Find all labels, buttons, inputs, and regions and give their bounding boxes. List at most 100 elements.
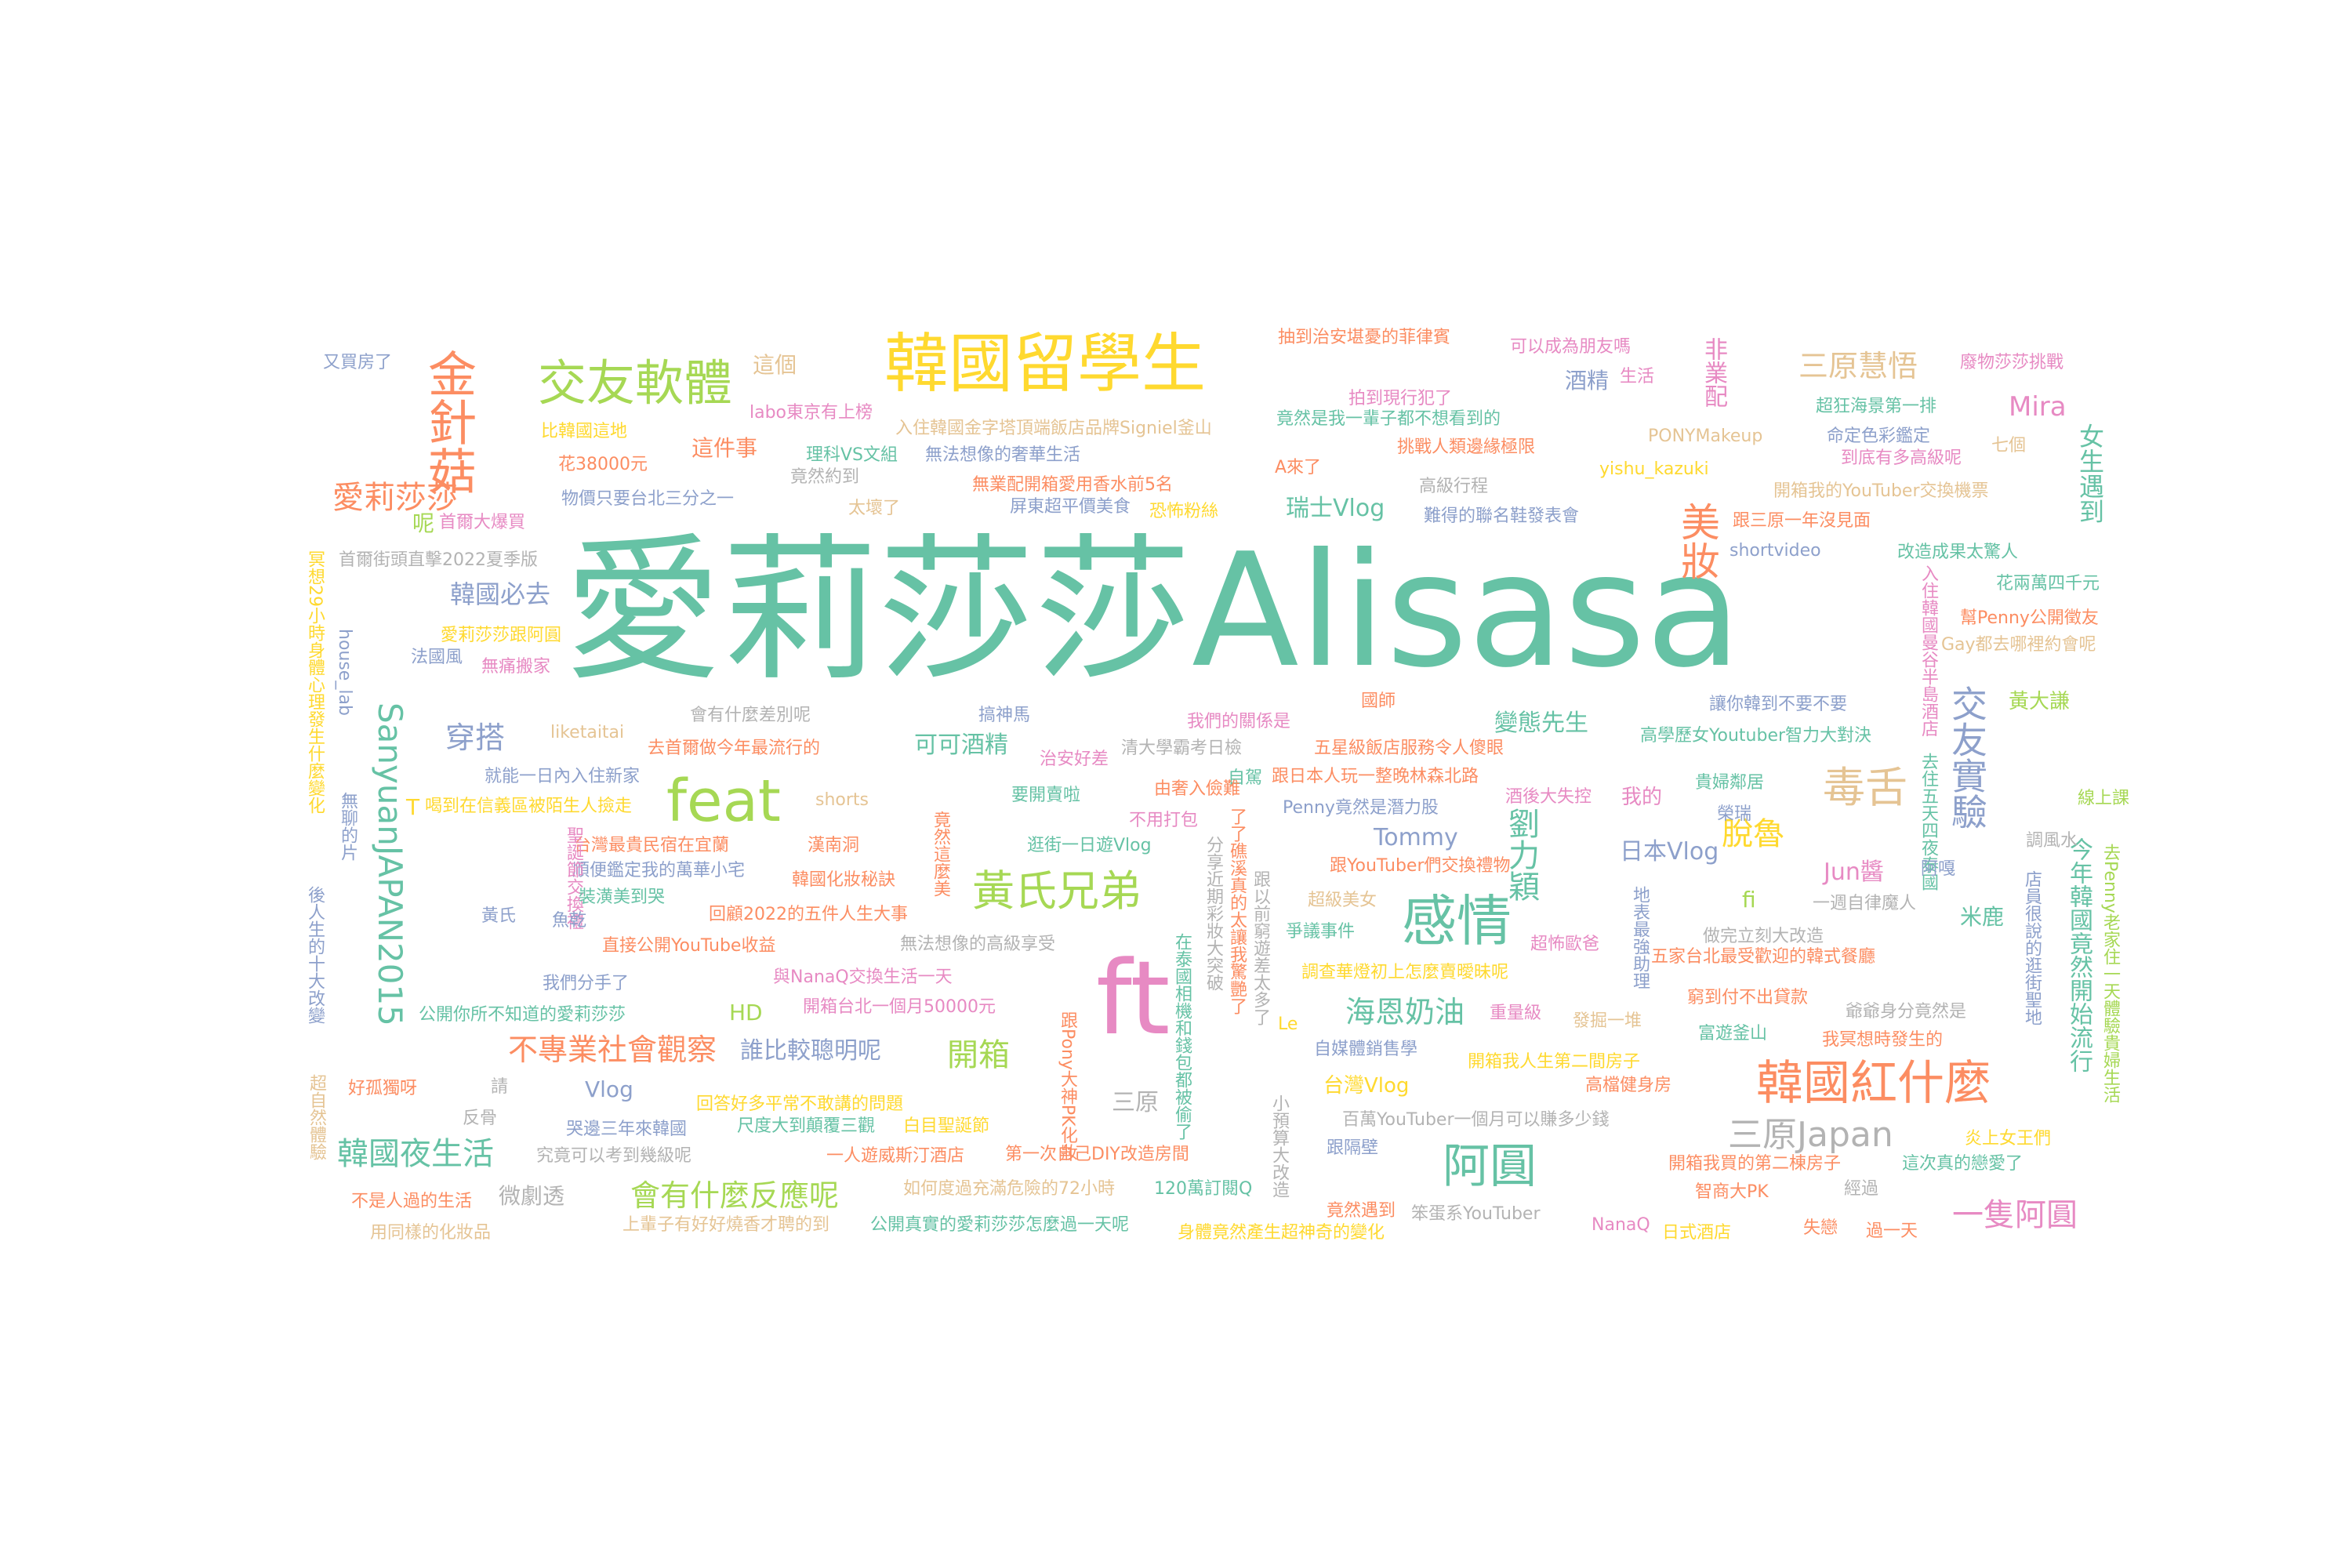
word-cloud-word: 線上課: [2078, 789, 2130, 808]
word-cloud-word: 難得的聯名鞋發表會: [1424, 506, 1580, 526]
word-cloud-word: 這次真的戀愛了: [1902, 1154, 2024, 1174]
word-cloud-word: 富遊釜山: [1698, 1024, 1768, 1044]
word-cloud-word: 過一天: [1866, 1221, 1918, 1241]
word-cloud-word: 跟三原一年沒見面: [1733, 511, 1871, 531]
word-cloud-word: 高檔健身房: [1585, 1076, 1672, 1095]
word-cloud-word: 分享近期彩妝大突破: [1203, 836, 1223, 991]
word-cloud-word: 首爾街頭直擊2022夏季版: [339, 550, 538, 570]
word-cloud-word: 笨蛋系YouTuber: [1411, 1204, 1541, 1224]
word-cloud-word: 超自然體驗: [307, 1074, 326, 1160]
word-cloud-word: 這件事: [691, 435, 758, 461]
word-cloud-word: 我們分手了: [543, 974, 630, 993]
word-cloud-word: 這個: [753, 352, 797, 378]
word-cloud-word: 幫Penny公開徵友: [1960, 608, 2099, 628]
word-cloud-word: 韓國夜生活: [337, 1136, 494, 1172]
word-cloud-word: 聖誕節交換禮: [564, 826, 583, 930]
word-cloud-word: 用同樣的化妝品: [370, 1223, 492, 1243]
word-cloud-word: 我的: [1621, 786, 1663, 809]
word-cloud-word: 酒後大失控: [1505, 787, 1592, 807]
word-cloud-word: 三原Japan: [1728, 1115, 1893, 1155]
word-cloud-word: 不用打包: [1129, 811, 1199, 830]
word-cloud-word: 花兩萬四千元: [1996, 574, 2100, 593]
word-cloud-word: 去首爾做今年最流行的: [648, 739, 821, 758]
word-cloud-word: 酒精: [1565, 368, 1610, 394]
word-cloud-word: 炎上女王們: [1965, 1129, 2052, 1149]
word-cloud-word: 了了礁溪真的太讓我驚艷了: [1227, 808, 1247, 1014]
word-cloud-word: 尺度大到顛覆三觀: [737, 1116, 876, 1136]
word-cloud-word: 變態先生: [1494, 710, 1588, 737]
word-cloud-word: 開箱我人生第二間房子: [1468, 1052, 1641, 1072]
word-cloud-word: 愛莉莎莎Alisasa: [564, 520, 1742, 702]
word-cloud-word: 抽到治安堪憂的菲律賓: [1278, 328, 1451, 347]
word-cloud-word: PONYMakeup: [1648, 426, 1763, 446]
word-cloud-word: 要開賣啦: [1011, 786, 1081, 805]
word-cloud-word: 脫魯: [1722, 816, 1784, 852]
word-cloud-word: 直接公開YouTube收益: [602, 936, 776, 956]
word-cloud-word: Tommy: [1374, 824, 1458, 851]
word-cloud-word: 交友軟體: [538, 354, 733, 412]
word-cloud-word: 由奢入儉難: [1154, 779, 1241, 799]
word-cloud-word: Jun醬: [1824, 858, 1884, 886]
word-cloud-word: 韓國留學生: [884, 327, 1207, 401]
word-cloud-word: 到底有多高級呢: [1841, 448, 1962, 468]
word-cloud-word: 感情: [1402, 889, 1512, 953]
word-cloud-word: 第一次自己DIY改造房間: [1005, 1145, 1189, 1164]
word-cloud-word: 命定色彩鑑定: [1827, 426, 1931, 446]
word-cloud-word: 哭邊三年來韓國: [566, 1120, 688, 1139]
word-cloud-word: 竟然遇到: [1327, 1201, 1396, 1221]
word-cloud-word: 比韓國這地: [541, 422, 628, 441]
word-cloud-word: 重量級: [1490, 1004, 1542, 1023]
word-cloud-word: 智商大PK: [1695, 1182, 1769, 1202]
word-cloud-word: 去Penny老家住一天體驗貴婦生活: [2100, 844, 2120, 1103]
word-cloud-word: 毒舌: [1823, 763, 1907, 812]
word-cloud-word: 生活: [1620, 367, 1655, 387]
word-cloud-word: 入住韓國金字塔頂端飯店品牌Signiel釜山: [895, 419, 1212, 438]
word-cloud-word: 物價只要台北三分之一: [561, 489, 735, 509]
word-cloud-word: 究竟可以考到幾級呢: [536, 1146, 692, 1166]
word-cloud-word: 喝到在信義區被陌生人撿走: [425, 797, 633, 816]
word-cloud-word: 不專業社會觀察: [508, 1033, 717, 1067]
word-cloud-word: shorts: [815, 790, 869, 810]
word-cloud-word: 無痛搬家: [481, 657, 551, 677]
word-cloud-word: 一人遊威斯汀酒店: [826, 1146, 965, 1166]
word-cloud-word: 跟隔壁: [1327, 1138, 1379, 1158]
word-cloud-word: 跟Pony大神PK化妝: [1058, 1011, 1077, 1161]
word-cloud-word: house_lab: [335, 629, 354, 716]
word-cloud-word: 失戀: [1803, 1218, 1838, 1238]
word-cloud-word: 可可酒精: [914, 731, 1008, 759]
word-cloud-word: 超狂海景第一排: [1816, 397, 1937, 416]
word-cloud-word: 阿嘎: [1921, 859, 1956, 879]
word-cloud-word: 挑戰人類邊緣極限: [1397, 437, 1536, 457]
word-cloud-word: 好孤獨呀: [348, 1079, 418, 1098]
word-cloud-word: 超級美女: [1308, 891, 1377, 910]
word-cloud-word: 海恩奶油: [1345, 995, 1465, 1029]
word-cloud-word: 跟日本人玩一整晚林森北路: [1272, 767, 1479, 786]
word-cloud-word: 做完立刻大改造: [1703, 927, 1824, 946]
word-cloud-word: 順便鑑定我的萬華小宅: [572, 861, 746, 880]
word-cloud-word: Mira: [2009, 391, 2067, 423]
word-cloud-word: 非業配: [1700, 337, 1727, 408]
word-cloud-word: 日本Vlog: [1620, 838, 1719, 866]
word-cloud-word: Penny竟然是潛力股: [1283, 798, 1439, 818]
word-cloud-word: 瑞士Vlog: [1286, 495, 1385, 522]
word-cloud-word: 韓國紅什麼: [1756, 1056, 1991, 1111]
word-cloud-word: 竟然這麼美: [931, 811, 950, 897]
word-cloud-word: 經過: [1844, 1179, 1879, 1199]
word-cloud-word: 與NanaQ交換生活一天: [773, 967, 953, 987]
word-cloud-word: 愛莉莎莎: [332, 480, 458, 516]
word-cloud-word: 改造成果太驚人: [1897, 543, 2019, 562]
word-cloud-word: 冥想29小時身體心理發生什麼變化: [305, 550, 325, 814]
word-cloud-word: 會有什麼反應呢: [630, 1178, 840, 1213]
word-cloud-word: 如何度過充滿危險的72小時: [903, 1179, 1115, 1199]
word-cloud-word: 首爾大爆買: [439, 513, 526, 532]
word-cloud-word: 小預算大改造: [1269, 1094, 1289, 1198]
word-cloud-word: 公開你所不知道的愛莉莎莎: [419, 1005, 626, 1025]
word-cloud-word: ft: [1096, 938, 1171, 1058]
word-cloud-word: 公開真實的愛莉莎莎怎麼過一天呢: [870, 1215, 1130, 1235]
word-cloud-word: HD: [729, 1000, 763, 1025]
word-cloud-word: fi: [1742, 887, 1756, 913]
word-cloud-word: Gay都去哪裡約會呢: [1941, 635, 2096, 655]
word-cloud-word: 花38000元: [558, 455, 648, 474]
word-cloud-word: 窮到付不出貸款: [1687, 988, 1809, 1007]
